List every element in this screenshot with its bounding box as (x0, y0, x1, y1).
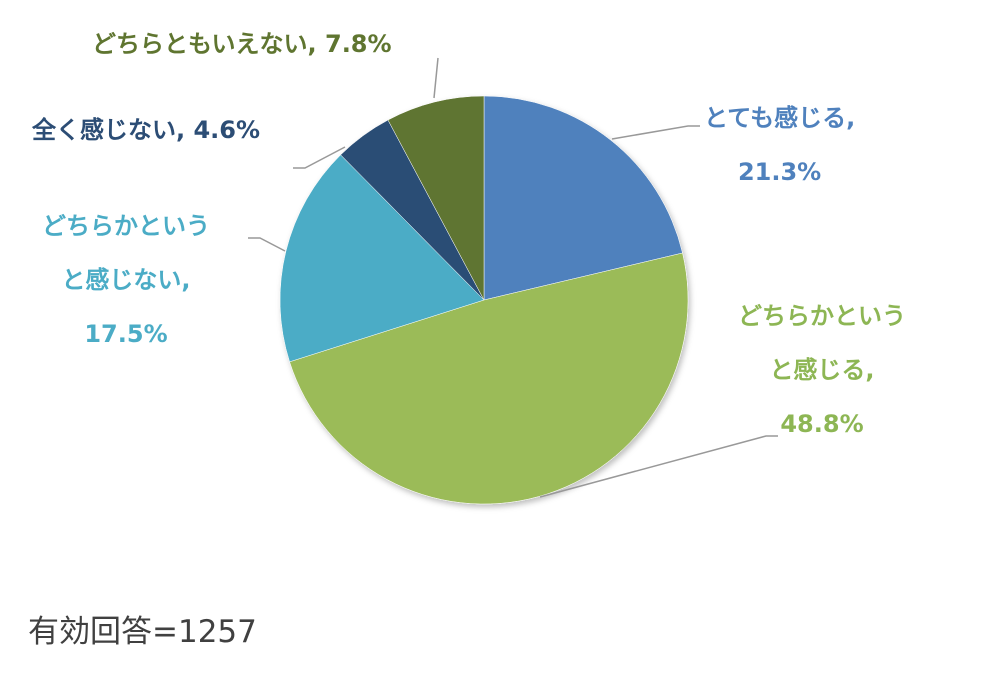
pie-slice-2 (279, 154, 485, 363)
pie-slice-0 (483, 95, 683, 301)
leader-line-s1 (539, 435, 778, 498)
pie-slice-4 (387, 95, 485, 301)
label-s2-value: 17.5% (84, 320, 168, 348)
label-s1-name1: どちらかという (738, 302, 906, 330)
label-s3-text: 全く感じない, 4.6% (32, 116, 261, 144)
label-s2: どちらかという と感じない, 17.5% (42, 214, 210, 376)
label-s4: どちらともいえない, 7.8% (92, 32, 392, 86)
label-s0-name: とても感じる, (704, 104, 856, 132)
response-count-note: 有効回答=1257 (28, 614, 257, 650)
label-s4-text: どちらともいえない, 7.8% (92, 30, 392, 58)
pie-slice-1 (289, 252, 689, 505)
leader-line-s4 (433, 57, 439, 99)
label-s0-value: 21.3% (737, 158, 822, 186)
leader-line-s2 (248, 237, 286, 252)
label-s2-name2: と感じない, (61, 266, 191, 294)
pie-slices (279, 95, 689, 505)
leader-line-s3 (293, 146, 346, 169)
leader-lines (248, 57, 778, 498)
label-s1-value: 48.8% (780, 410, 864, 438)
label-s0: とても感じる, 21.3% (704, 106, 855, 214)
label-s1: どちらかという と感じる, 48.8% (738, 304, 906, 466)
label-s2-name1: どちらかという (42, 212, 210, 240)
leader-line-s0 (611, 125, 700, 140)
label-s3: 全く感じない, 4.6% (32, 118, 260, 172)
label-s1-name2: と感じる, (769, 356, 875, 384)
